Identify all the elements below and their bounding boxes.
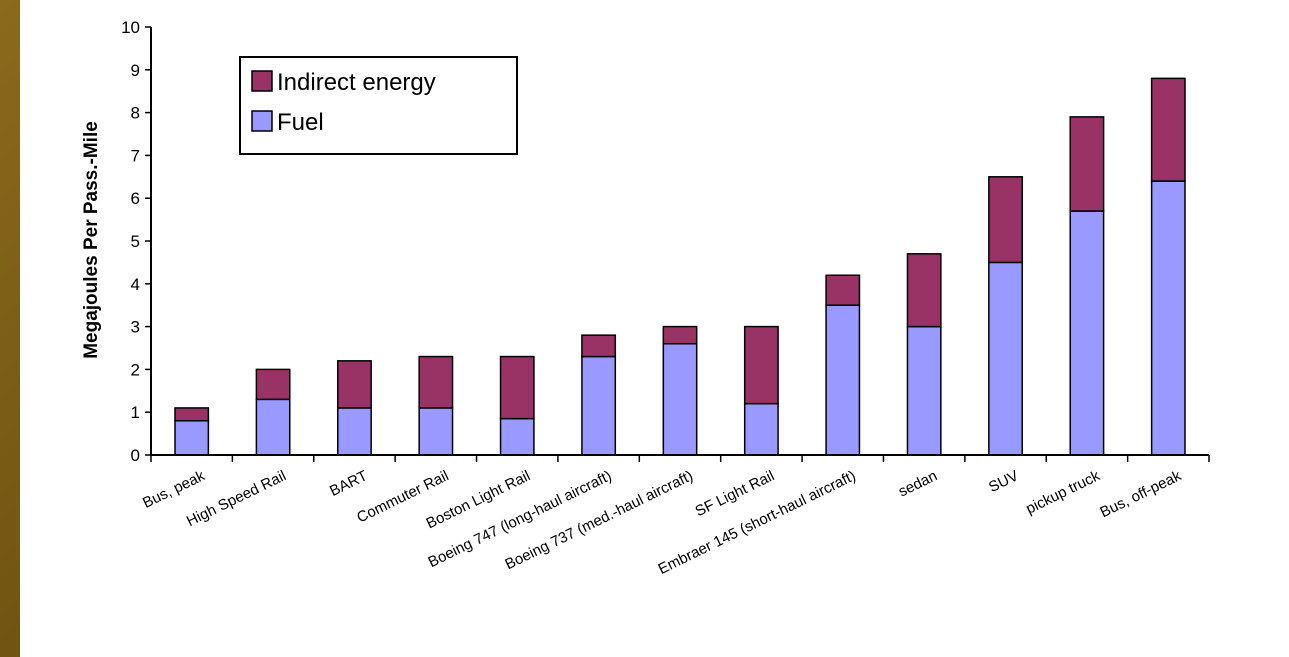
y-tick-label-2: 2 <box>131 360 140 379</box>
x-category-label-0: Bus, peak <box>140 467 208 512</box>
y-tick-labels: 0 1 2 3 4 5 6 7 8 9 10 <box>121 18 140 465</box>
y-tick-label-6: 6 <box>131 189 140 208</box>
legend-swatch-indirect-energy <box>251 70 273 92</box>
bar-fuel-4 <box>499 417 535 456</box>
x-category-label-11: pickup truck <box>1023 467 1103 518</box>
legend-label-indirect-energy: Indirect energy <box>277 69 436 96</box>
bar-indirect-energy-2 <box>337 360 372 409</box>
bar-fuel-9 <box>906 325 942 456</box>
x-category-label-10: SUV <box>986 467 1021 496</box>
bar-indirect-energy-3 <box>418 355 454 409</box>
y-tick-label-0: 0 <box>131 446 140 465</box>
bar-fuel-11 <box>1069 210 1105 456</box>
bar-fuel-5 <box>581 355 617 456</box>
y-axis-title: Megajoules Per Pass.-Mile <box>81 121 102 359</box>
x-category-label-2: BART <box>327 467 370 500</box>
bar-indirect-energy-5 <box>581 334 617 358</box>
bar-indirect-energy-4 <box>499 355 535 420</box>
y-tick-label-1: 1 <box>131 403 140 422</box>
bar-indirect-energy-6 <box>662 325 698 345</box>
bar-fuel-8 <box>825 304 861 456</box>
bar-fuel-6 <box>662 342 698 456</box>
bar-indirect-energy-12 <box>1150 77 1186 182</box>
bar-fuel-1 <box>255 398 291 456</box>
bar-indirect-energy-8 <box>825 274 861 306</box>
bar-indirect-energy-1 <box>255 368 291 401</box>
y-tick-label-7: 7 <box>131 146 140 165</box>
bar-indirect-energy-0 <box>174 407 210 422</box>
bar-fuel-2 <box>337 407 372 456</box>
y-tick-label-9: 9 <box>131 61 140 80</box>
bar-fuel-3 <box>418 407 454 456</box>
y-tick-label-5: 5 <box>131 232 140 251</box>
bar-fuel-12 <box>1150 180 1186 456</box>
y-tick-label-3: 3 <box>131 318 140 337</box>
bar-fuel-0 <box>174 420 210 456</box>
bar-fuel-10 <box>988 261 1023 456</box>
legend-swatch-fuel <box>251 110 273 132</box>
legend-box <box>239 56 518 155</box>
bar-indirect-energy-10 <box>988 176 1023 264</box>
bar-fuel-7 <box>743 402 779 456</box>
bar-indirect-energy-7 <box>743 325 779 405</box>
chart-panel: 0 1 2 3 4 5 6 7 8 9 10 Bus, peak High Speed Rail BAR… <box>20 0 1289 657</box>
y-tick-label-4: 4 <box>131 275 140 294</box>
y-tick-label-10: 10 <box>121 18 140 37</box>
y-tick-label-8: 8 <box>131 104 140 123</box>
legend-label-fuel: Fuel <box>277 109 324 136</box>
axes-group <box>145 26 1210 462</box>
bar-indirect-energy-11 <box>1069 116 1105 212</box>
x-category-label-12: Bus, off-peak <box>1097 467 1184 521</box>
bar-indirect-energy-9 <box>906 253 942 328</box>
x-category-label-9: sedan <box>896 467 940 500</box>
bars-group <box>174 77 1186 456</box>
legend: Indirect energy Fuel <box>239 56 518 155</box>
